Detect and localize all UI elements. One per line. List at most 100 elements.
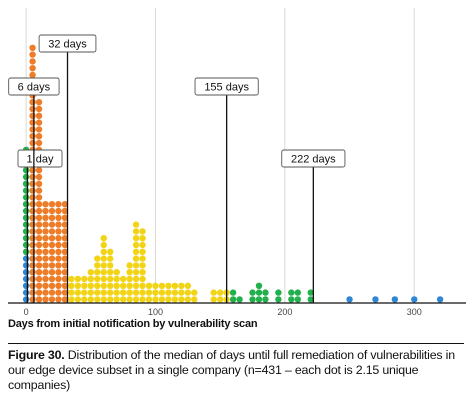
annotation: 155 days	[194, 77, 259, 303]
dot-yellow	[94, 296, 101, 303]
dot-orange	[35, 187, 43, 194]
dot-green	[22, 241, 30, 249]
dot-yellow	[94, 282, 101, 289]
dot-orange	[29, 296, 36, 303]
annotation-box	[17, 149, 63, 168]
dot-blue	[346, 296, 353, 303]
dot-orange	[55, 289, 62, 296]
dot-orange	[61, 228, 69, 235]
dot-yellow	[152, 289, 159, 296]
dot-yellow	[113, 296, 120, 303]
dot-yellow	[126, 275, 133, 283]
dot-yellow	[100, 289, 107, 296]
dot-orange	[29, 126, 36, 133]
dot-yellow	[100, 248, 107, 255]
dot-orange	[48, 255, 56, 262]
dot-orange	[42, 214, 49, 221]
x-tick-labels: 0 100 200 300	[24, 307, 422, 317]
dot-orange	[35, 296, 43, 303]
dot-orange	[42, 289, 49, 296]
dot-orange	[42, 201, 49, 208]
dot-green	[249, 296, 256, 303]
dot-orange	[61, 296, 69, 303]
dot-blue	[22, 269, 30, 276]
dot-yellow	[132, 269, 140, 276]
dot-yellow	[113, 289, 120, 296]
dot-yellow	[87, 289, 95, 296]
dot-yellow	[100, 241, 107, 249]
dot-orange	[29, 173, 36, 181]
dot-orange	[29, 99, 36, 106]
dot-yellow	[107, 275, 114, 283]
dot-yellow	[119, 296, 127, 303]
dot-yellow	[165, 296, 172, 303]
dot-yellow	[119, 289, 127, 296]
dot-orange	[29, 65, 36, 72]
dot-green	[236, 296, 243, 303]
dot-orange	[35, 289, 43, 296]
dot-yellow	[145, 289, 153, 296]
dot-yellow	[107, 269, 114, 276]
dot-orange	[42, 207, 49, 215]
dot-yellow	[171, 296, 179, 303]
dot-blue	[22, 262, 30, 269]
dot-yellow	[100, 275, 107, 283]
dot-orange	[55, 275, 62, 283]
dot-orange	[61, 262, 69, 269]
dot-orange	[35, 194, 43, 201]
dot-orange	[61, 201, 69, 208]
dot-yellow	[139, 241, 146, 249]
dot-yellow	[132, 296, 140, 303]
dot-orange	[35, 180, 43, 187]
dot-orange	[35, 126, 43, 133]
dot-orange	[29, 207, 36, 215]
dot-yellow	[100, 262, 107, 269]
x-axis-title: Days from initial notification by vulner…	[8, 318, 258, 330]
dot-yellow	[107, 255, 114, 262]
dot-orange	[48, 296, 56, 303]
dot-orange	[35, 255, 43, 262]
dot-yellow	[94, 255, 101, 262]
dot-orange	[29, 201, 36, 208]
dot-yellow	[178, 282, 185, 289]
dot-orange	[35, 282, 43, 289]
dot-yellow	[119, 275, 127, 283]
dot-orange	[35, 119, 43, 126]
dot-yellow	[171, 289, 179, 296]
dot-green	[229, 296, 237, 303]
annotation-label: 6 days	[18, 81, 51, 93]
dot-orange	[55, 248, 62, 255]
caption-rule	[8, 343, 464, 344]
dot-yellow	[100, 282, 107, 289]
dot-yellow	[165, 282, 172, 289]
dot-yellow	[132, 228, 140, 235]
dot-orange	[55, 235, 62, 242]
dot-yellow	[139, 262, 146, 269]
dot-yellow	[107, 262, 114, 269]
dot-green	[275, 289, 282, 296]
dot-orange	[29, 269, 36, 276]
dot-blue	[22, 275, 30, 283]
dot-orange	[29, 255, 36, 262]
dot-yellow	[81, 275, 88, 283]
dot-yellow	[171, 282, 179, 289]
dot-orange	[42, 228, 49, 235]
dot-orange	[29, 112, 36, 120]
dot-blue	[391, 296, 399, 303]
dot-orange	[35, 214, 43, 221]
annotation-box	[194, 77, 259, 96]
dot-orange	[29, 180, 36, 187]
dot-orange	[61, 207, 69, 215]
dot-orange	[29, 289, 36, 296]
dot-yellow	[68, 289, 75, 296]
dot-orange	[29, 262, 36, 269]
dot-orange	[55, 214, 62, 221]
dot-yellow	[132, 289, 140, 296]
dot-yellow	[210, 289, 217, 296]
dot-green	[22, 201, 30, 208]
dot-orange	[35, 248, 43, 255]
dot-orange	[48, 241, 56, 249]
dot-orange	[35, 275, 43, 283]
dot-yellow	[113, 282, 120, 289]
dot-green	[255, 282, 263, 289]
